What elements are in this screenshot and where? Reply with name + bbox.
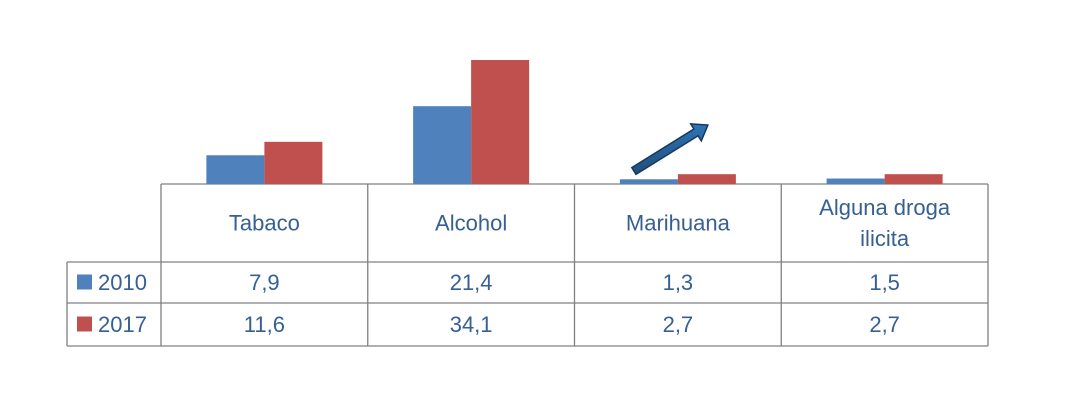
data-label: 34,1	[450, 312, 493, 337]
legend-key-2017	[77, 316, 92, 332]
category-label: Tabaco	[229, 211, 300, 236]
bar-2017-alguna-droga-ilicita	[884, 174, 943, 184]
data-label: 1,5	[869, 270, 900, 295]
category-label: Alcohol	[435, 211, 507, 236]
plot-area	[206, 60, 943, 184]
data-label: 2,7	[663, 312, 694, 337]
category-label: ilicita	[860, 226, 910, 251]
data-table: Tabaco Alcohol Marihuana Alguna droga ilicit…	[66, 183, 989, 347]
category-label: Marihuana	[626, 211, 731, 236]
bar-2010-tabaco	[206, 155, 265, 184]
bar-2010-marihuana	[619, 179, 678, 184]
bar-2017-tabaco	[264, 141, 323, 184]
legend-label-2010: 2010	[98, 270, 147, 295]
data-label: 1,3	[663, 270, 694, 295]
data-label: 7,9	[249, 270, 280, 295]
arrow-icon	[630, 123, 709, 176]
bar-2017-marihuana	[677, 174, 736, 184]
data-label: 2,7	[869, 312, 900, 337]
bar-2010-alcohol	[413, 106, 472, 184]
bar-2010-alguna-droga-ilicita	[826, 178, 885, 184]
trend-arrow	[630, 123, 709, 176]
data-label: 21,4	[450, 270, 493, 295]
bar-2017-alcohol	[471, 60, 530, 184]
category-label: Alguna droga	[819, 195, 951, 220]
data-label: 11,6	[244, 312, 285, 337]
legend-key-2010	[77, 274, 92, 290]
legend-label-2017: 2017	[98, 312, 147, 337]
